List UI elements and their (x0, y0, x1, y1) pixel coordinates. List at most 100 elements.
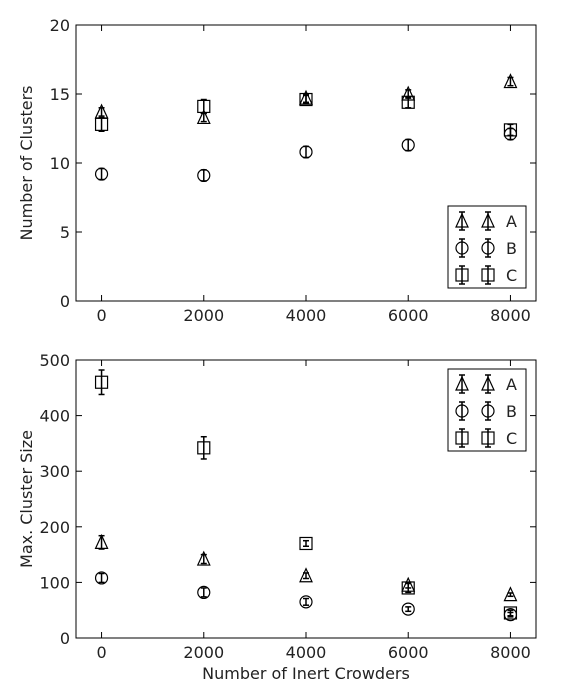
data-point-C (94, 375, 109, 389)
data-point-A (94, 533, 109, 549)
legend-entry-A: A (455, 211, 517, 231)
data-point-A (503, 586, 518, 602)
legend-marker (455, 241, 469, 255)
data-point-B (299, 595, 313, 609)
x-tick-label: 4000 (286, 306, 327, 325)
legend-marker (481, 268, 495, 282)
error-bar-C (303, 539, 309, 548)
error-bar-C (200, 98, 207, 115)
data-point-C (299, 536, 313, 551)
error-bar-C (200, 435, 207, 460)
x-tick-label: 2000 (183, 306, 224, 325)
x-tick-label: 8000 (490, 643, 531, 662)
legend-marker (455, 375, 469, 391)
error-bar-A (200, 553, 207, 565)
series-C (94, 369, 518, 620)
y-tick-label: 15 (50, 85, 70, 104)
legend-entry-A: A (455, 374, 517, 394)
y-tick-label: 300 (39, 462, 70, 481)
data-point-B (94, 167, 109, 181)
x-tick-label: 2000 (183, 643, 224, 662)
y-tick-label: 5 (60, 223, 70, 242)
series-C (94, 92, 518, 137)
series-A (94, 533, 518, 602)
legend-box (447, 205, 527, 289)
data-point-B (401, 138, 415, 152)
data-point-C (503, 123, 518, 137)
error-bar-B (200, 587, 207, 598)
data-point-C (197, 99, 211, 114)
x-tick-label: 6000 (388, 306, 429, 325)
x-tick-label: 6000 (388, 643, 429, 662)
error-bar-B (303, 145, 309, 159)
error-bar-C (98, 116, 105, 133)
error-bar-B (200, 169, 207, 182)
x-tick-label: 8000 (490, 306, 531, 325)
legend-marker (481, 241, 495, 255)
legend-label: B (506, 402, 517, 421)
legend-box (447, 368, 527, 452)
y-tick-label: 20 (50, 16, 70, 35)
error-bar-A (98, 107, 105, 117)
data-point-A (299, 567, 313, 583)
legend-marker (481, 375, 495, 391)
y-tick-label: 200 (39, 518, 70, 537)
error-bar-C (405, 582, 412, 594)
series-B (94, 127, 518, 183)
legend: ABC (447, 368, 527, 452)
data-point-A (196, 109, 211, 125)
data-point-C (401, 95, 415, 109)
legend-marker (455, 404, 469, 418)
error-bar-C (303, 94, 309, 105)
legend-label: B (506, 239, 517, 258)
legend-entry-C: C (455, 265, 517, 285)
error-bar-C (507, 609, 514, 617)
error-bar-B (405, 606, 412, 613)
data-point-C (94, 117, 109, 131)
legend: ABC (447, 205, 527, 289)
legend-marker (481, 212, 495, 228)
data-point-B (197, 585, 211, 600)
data-point-B (299, 145, 313, 159)
data-point-C (401, 581, 415, 595)
legend-marker (481, 404, 495, 418)
error-bar-B (303, 597, 309, 606)
data-point-A (503, 73, 518, 89)
x-tick-label: 4000 (286, 643, 327, 662)
legend-label: C (506, 429, 517, 448)
error-bar-B (405, 138, 412, 152)
y-tick-label: 100 (39, 573, 70, 592)
error-bar-B (98, 167, 105, 181)
y-axis-label: Max. Cluster Size (17, 430, 36, 568)
error-bar-B (98, 572, 105, 584)
error-bar-C (507, 123, 514, 137)
legend-entry-B: B (455, 238, 517, 258)
y-tick-label: 500 (39, 351, 70, 370)
legend-entry-B: B (455, 401, 517, 421)
data-point-C (197, 441, 211, 455)
error-bar-A (507, 76, 514, 87)
legend-label: A (506, 212, 517, 231)
data-point-A (196, 550, 211, 566)
x-tick-label: 0 (96, 306, 106, 325)
legend-marker (455, 212, 469, 228)
x-tick-label: 0 (96, 643, 106, 662)
data-point-C (299, 92, 313, 107)
y-tick-label: 400 (39, 407, 70, 426)
legend-marker (481, 431, 495, 445)
error-bar-A (98, 534, 105, 550)
y-tick-label: 0 (60, 292, 70, 311)
y-axis-label: Number of Clusters (17, 86, 36, 241)
x-axis-label: Number of Inert Crowders (202, 664, 410, 683)
data-point-B (197, 168, 211, 183)
legend-marker (455, 268, 469, 282)
error-bar-C (98, 369, 105, 396)
legend-entry-C: C (455, 428, 517, 448)
data-point-C (503, 606, 518, 620)
legend-label: A (506, 375, 517, 394)
cluster-count-panel: 0 2000 4000 6000 8000 0 5 10 15 20 Number of Clust… (17, 16, 537, 325)
y-tick-label: 10 (50, 154, 70, 173)
data-point-B (94, 571, 109, 585)
y-tick-label: 0 (60, 629, 70, 648)
